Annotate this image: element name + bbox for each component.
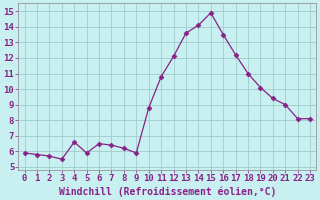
X-axis label: Windchill (Refroidissement éolien,°C): Windchill (Refroidissement éolien,°C) (59, 186, 276, 197)
